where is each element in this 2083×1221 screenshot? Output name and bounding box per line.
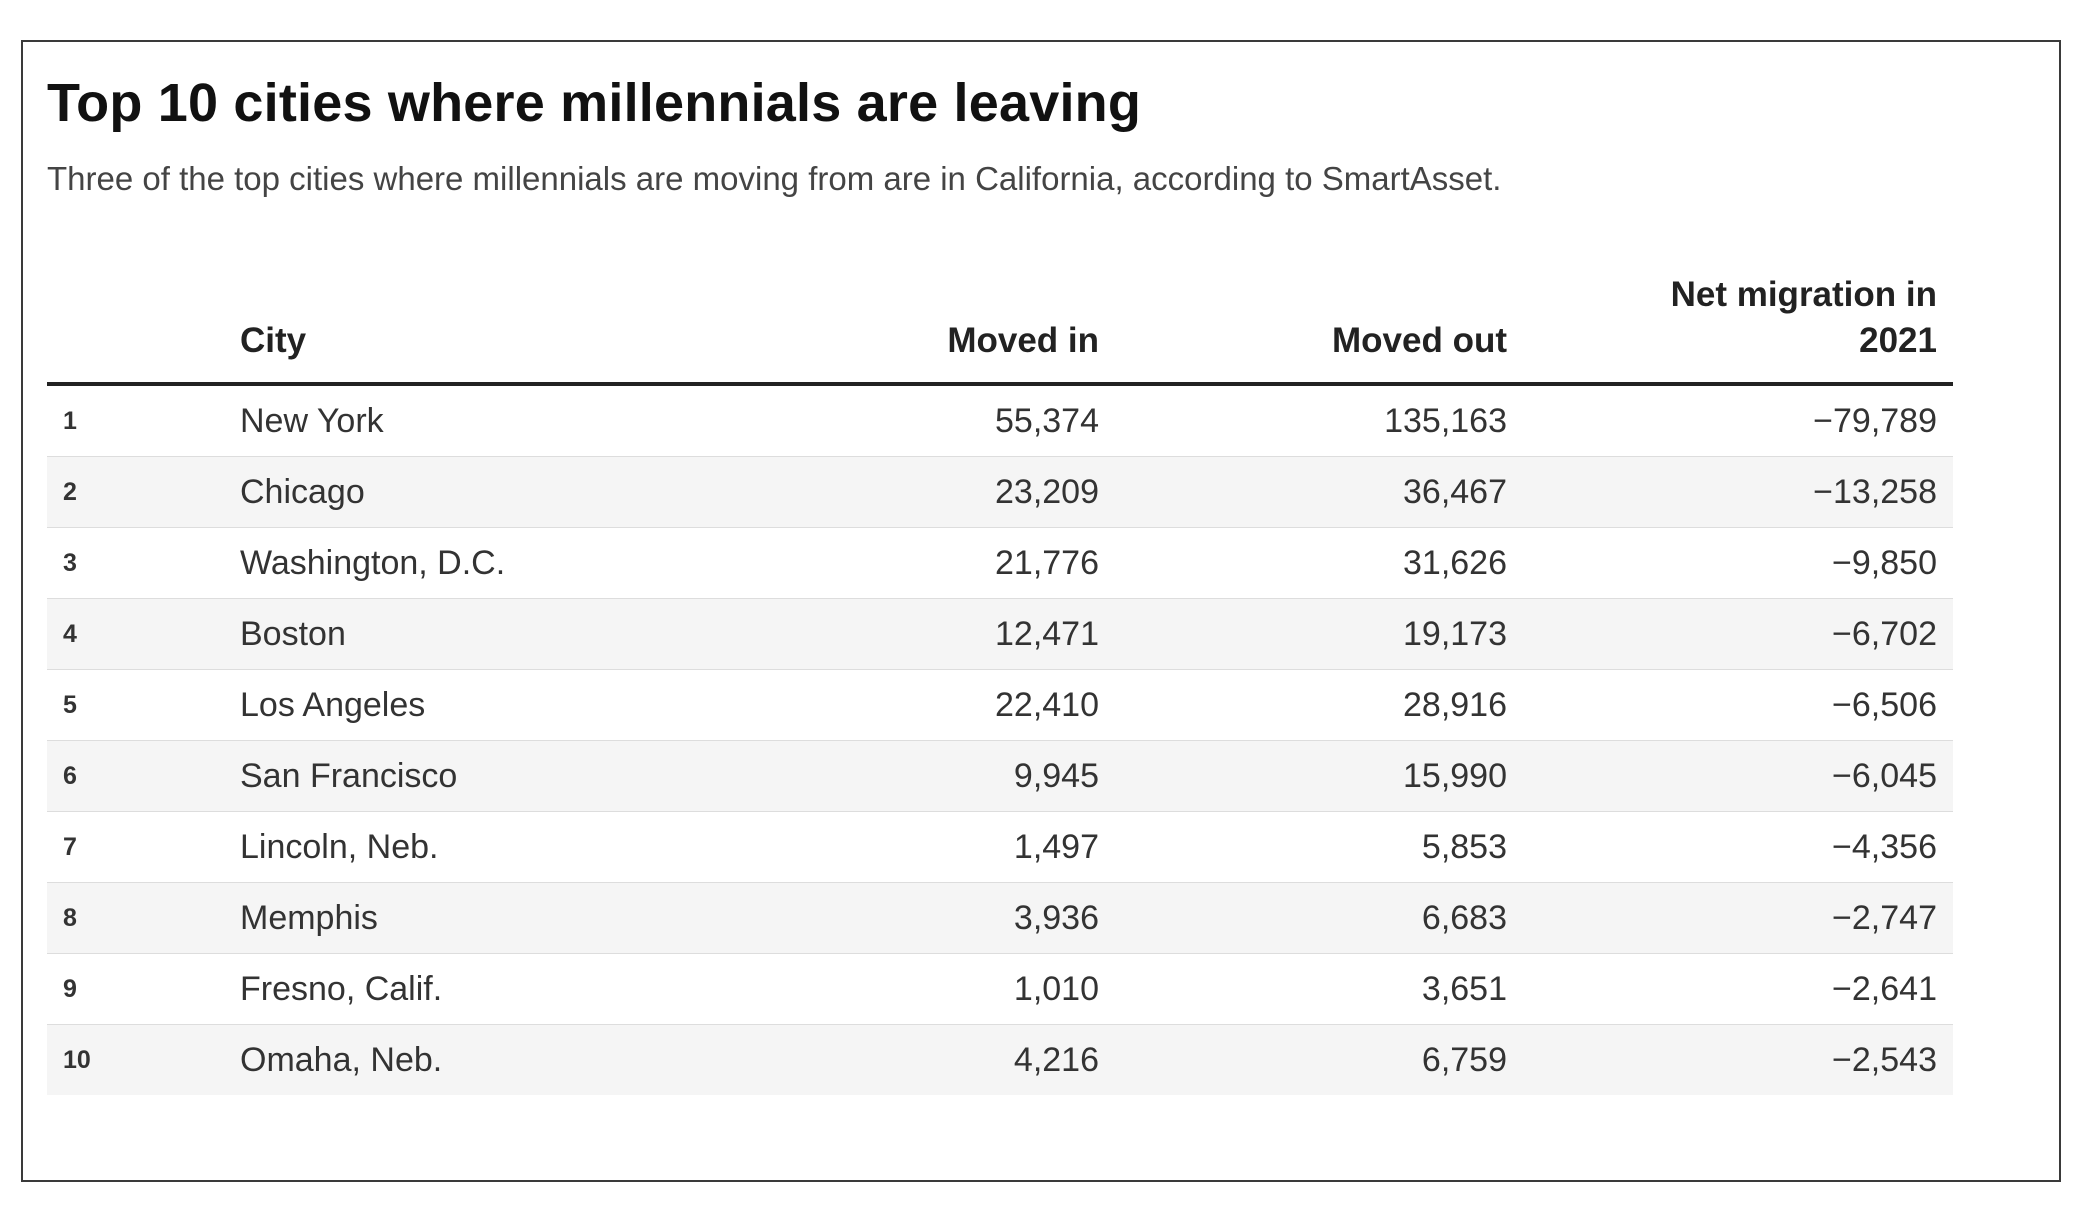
cell-net-migration: −9,850	[1523, 527, 1953, 599]
migration-table: City Moved in Moved out Net migration in…	[47, 272, 1953, 1095]
header-row: City Moved in Moved out Net migration in…	[47, 272, 1953, 386]
cell-moved-in: 23,209	[754, 456, 1115, 528]
chart-subtitle: Three of the top cities where millennial…	[47, 160, 1502, 197]
cell-moved-in: 3,936	[754, 882, 1115, 954]
cell-rank: 7	[47, 811, 224, 883]
cell-city: San Francisco	[224, 740, 754, 812]
cell-city: Washington, D.C.	[224, 527, 754, 599]
cell-moved-out: 6,683	[1115, 882, 1523, 954]
cell-net-migration: −2,641	[1523, 953, 1953, 1025]
cell-rank: 6	[47, 740, 224, 812]
cell-moved-in: 55,374	[754, 384, 1115, 457]
cell-rank: 9	[47, 953, 224, 1025]
cell-moved-in: 4,216	[754, 1024, 1115, 1095]
cell-city: Chicago	[224, 456, 754, 528]
cell-rank: 1	[47, 384, 224, 457]
header-moved-out: Moved out	[1115, 272, 1523, 386]
table-row: 7 Lincoln, Neb. 1,497 5,853 −4,356	[47, 811, 1953, 883]
cell-net-migration: −2,543	[1523, 1024, 1953, 1095]
cell-net-migration: −2,747	[1523, 882, 1953, 954]
cell-net-migration: −4,356	[1523, 811, 1953, 883]
cell-moved-out: 19,173	[1115, 598, 1523, 670]
cell-moved-in: 22,410	[754, 669, 1115, 741]
cell-moved-out: 28,916	[1115, 669, 1523, 741]
table-row: 2 Chicago 23,209 36,467 −13,258	[47, 456, 1953, 528]
cell-city: New York	[224, 384, 754, 457]
cell-moved-in: 9,945	[754, 740, 1115, 812]
table-header: City Moved in Moved out Net migration in…	[47, 272, 1953, 386]
cell-rank: 10	[47, 1024, 224, 1095]
cell-rank: 2	[47, 456, 224, 528]
chart-title: Top 10 cities where millennials are leav…	[47, 73, 1142, 133]
cell-net-migration: −13,258	[1523, 456, 1953, 528]
cell-city: Fresno, Calif.	[224, 953, 754, 1025]
cell-moved-out: 31,626	[1115, 527, 1523, 599]
cell-city: Los Angeles	[224, 669, 754, 741]
cell-moved-out: 5,853	[1115, 811, 1523, 883]
cell-city: Boston	[224, 598, 754, 670]
cell-net-migration: −6,045	[1523, 740, 1953, 812]
cell-moved-in: 1,010	[754, 953, 1115, 1025]
cell-city: Lincoln, Neb.	[224, 811, 754, 883]
table-row: 10 Omaha, Neb. 4,216 6,759 −2,543	[47, 1024, 1953, 1095]
cell-rank: 3	[47, 527, 224, 599]
cell-moved-out: 3,651	[1115, 953, 1523, 1025]
table-row: 5 Los Angeles 22,410 28,916 −6,506	[47, 669, 1953, 741]
cell-rank: 8	[47, 882, 224, 954]
cell-moved-out: 6,759	[1115, 1024, 1523, 1095]
table-row: 8 Memphis 3,936 6,683 −2,747	[47, 882, 1953, 954]
header-city: City	[224, 272, 754, 386]
table-row: 3 Washington, D.C. 21,776 31,626 −9,850	[47, 527, 1953, 599]
cell-moved-in: 21,776	[754, 527, 1115, 599]
cell-moved-out: 135,163	[1115, 384, 1523, 457]
cell-moved-in: 12,471	[754, 598, 1115, 670]
cell-net-migration: −6,702	[1523, 598, 1953, 670]
cell-moved-out: 15,990	[1115, 740, 1523, 812]
cell-rank: 4	[47, 598, 224, 670]
cell-city: Omaha, Neb.	[224, 1024, 754, 1095]
table-row: 6 San Francisco 9,945 15,990 −6,045	[47, 740, 1953, 812]
cell-moved-in: 1,497	[754, 811, 1115, 883]
cell-rank: 5	[47, 669, 224, 741]
header-net-migration: Net migration in 2021	[1523, 272, 1953, 386]
header-rank	[47, 272, 224, 386]
header-moved-in: Moved in	[754, 272, 1115, 386]
cell-net-migration: −6,506	[1523, 669, 1953, 741]
table-row: 9 Fresno, Calif. 1,010 3,651 −2,641	[47, 953, 1953, 1025]
table-body: 1 New York 55,374 135,163 −79,789 2 Chicago 23,…	[47, 384, 1953, 1095]
cell-net-migration: −79,789	[1523, 384, 1953, 457]
cell-moved-out: 36,467	[1115, 456, 1523, 528]
table-row: 1 New York 55,374 135,163 −79,789	[47, 384, 1953, 457]
table-row: 4 Boston 12,471 19,173 −6,702	[47, 598, 1953, 670]
cell-city: Memphis	[224, 882, 754, 954]
